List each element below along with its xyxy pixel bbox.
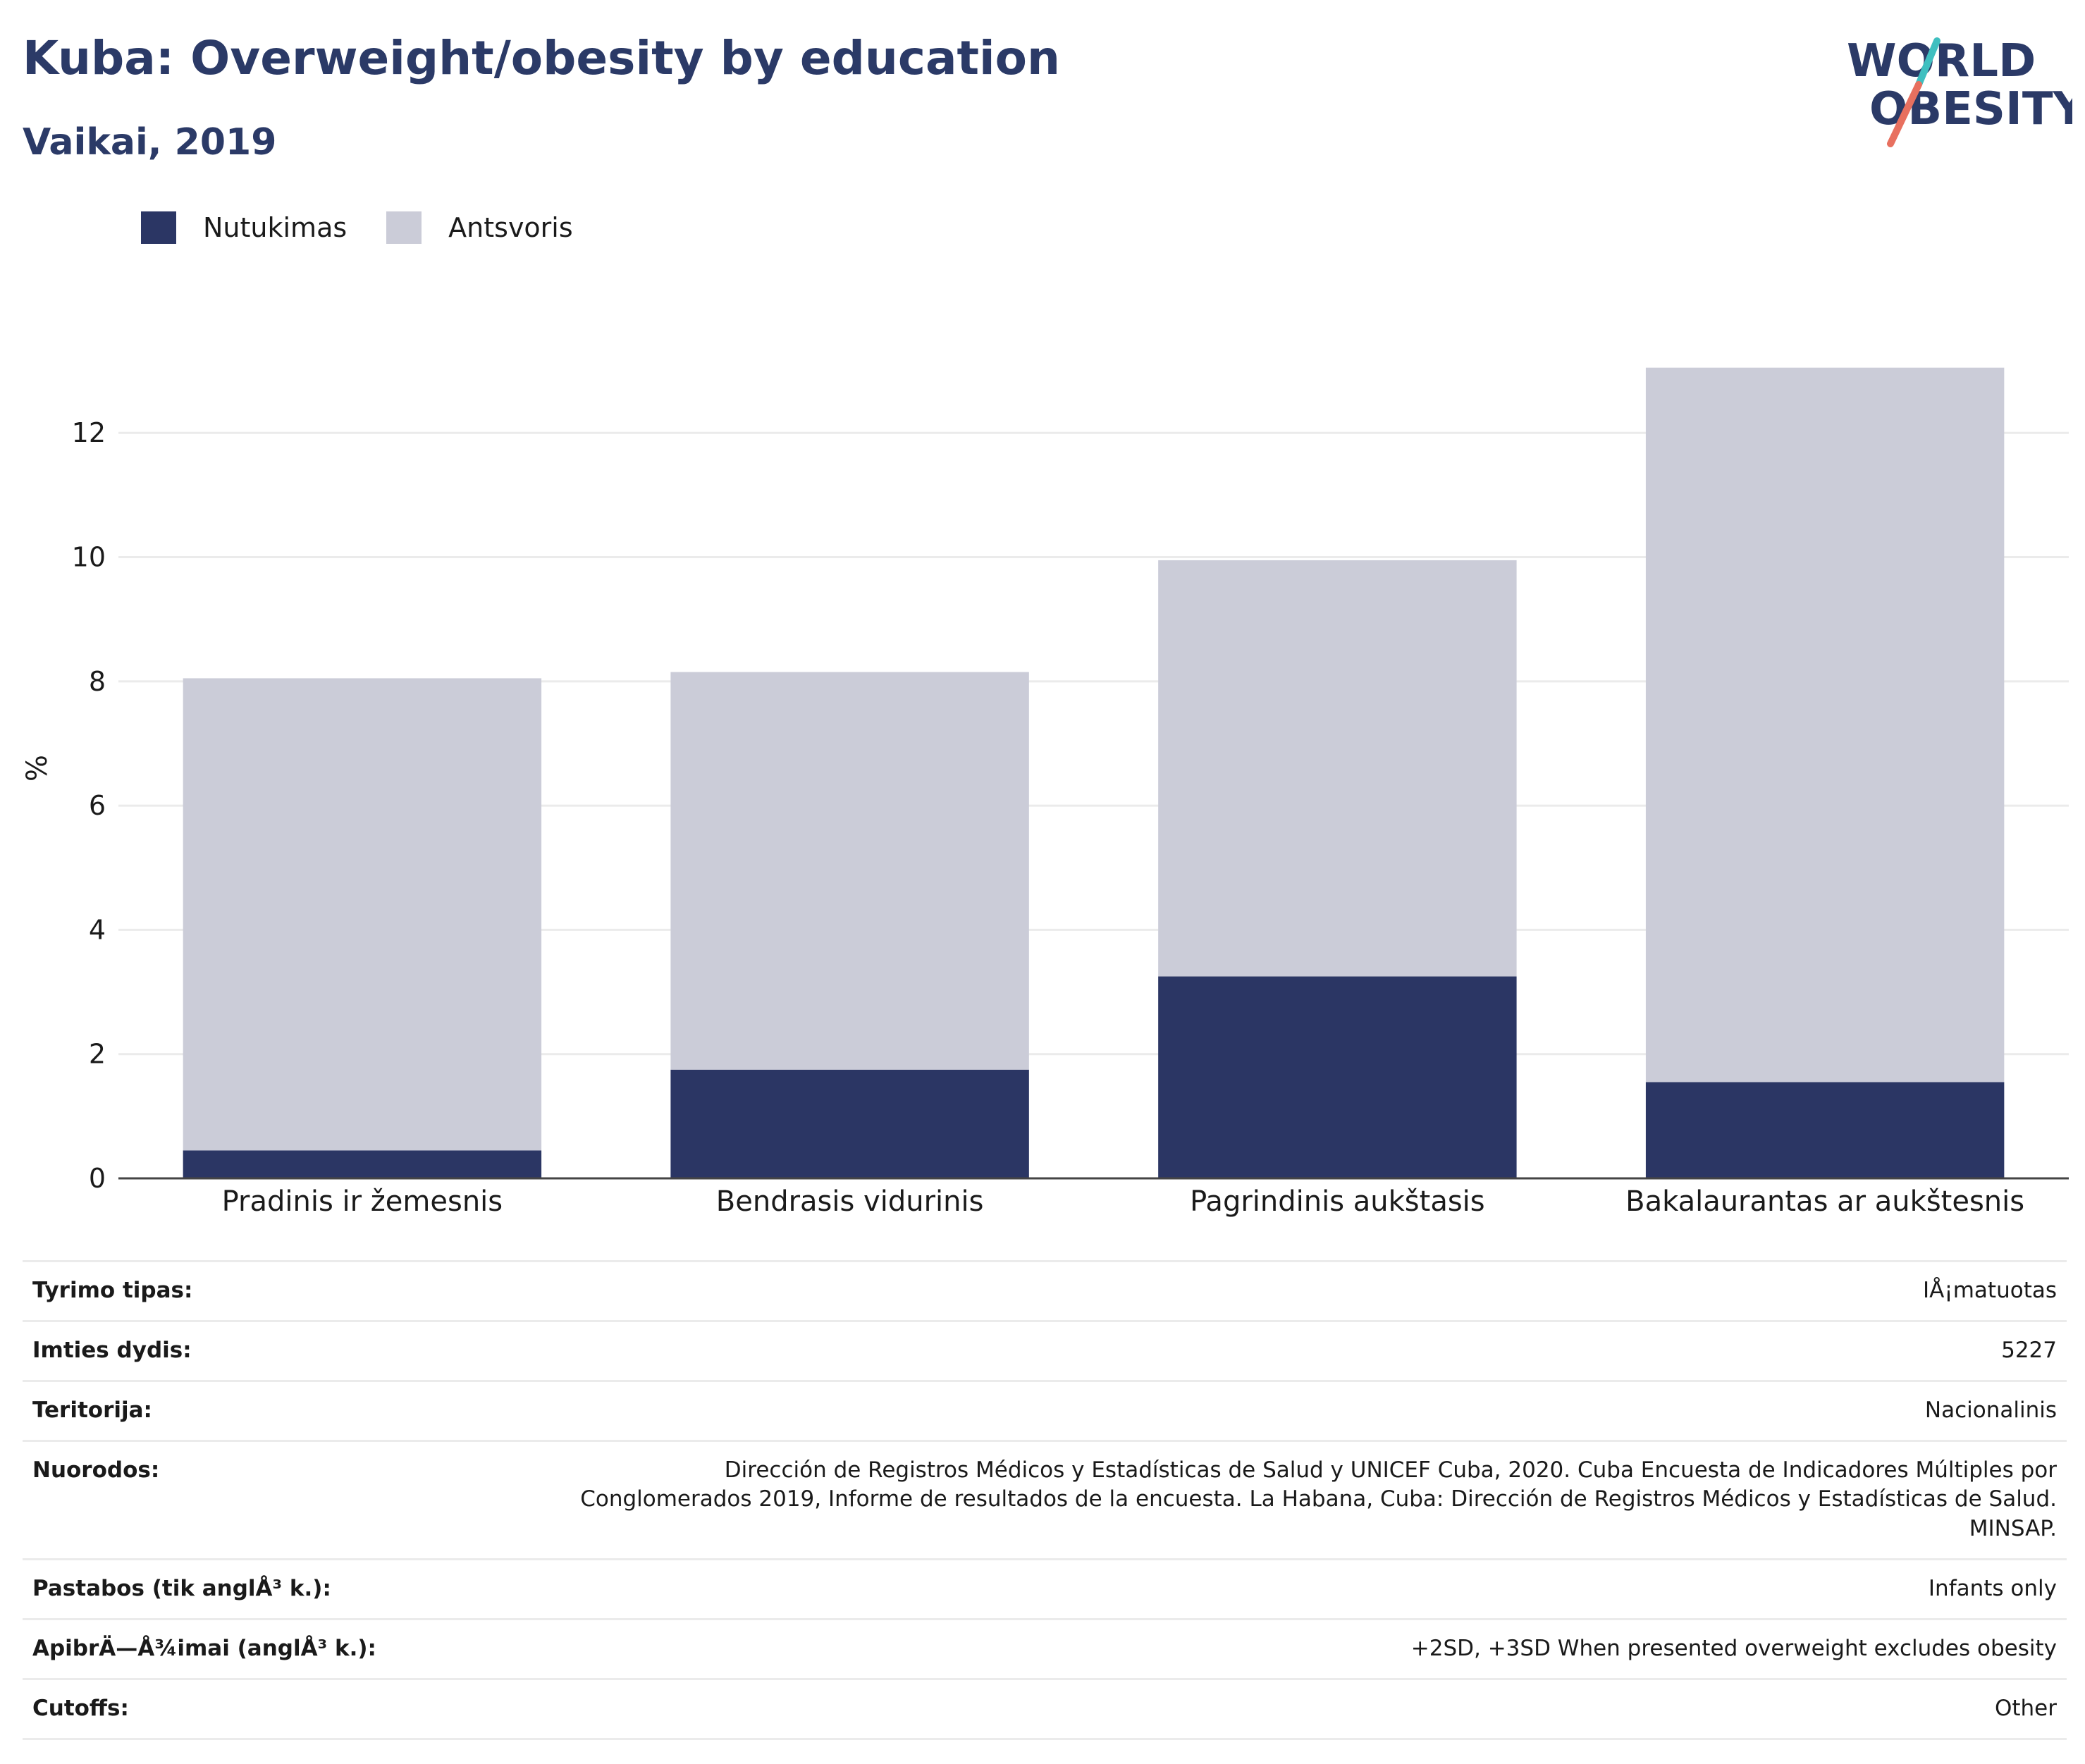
legend-item-overweight: Antsvoris [386, 211, 573, 244]
bar-segment-overweight [1158, 560, 1517, 977]
legend-label-obesity: Nutukimas [203, 212, 348, 243]
chart-subtitle: Vaikai, 2019 [23, 121, 277, 164]
legend-swatch-obesity [141, 211, 176, 244]
legend-swatch-overweight [386, 211, 422, 244]
metadata-value: Dirección de Registros Médicos y Estadís… [550, 1441, 2067, 1561]
metadata-value: Infants only [550, 1559, 2067, 1620]
y-tick-label: 0 [89, 1163, 106, 1194]
world-obesity-logo: WORLD OBESITY [1847, 35, 2072, 147]
y-axis-label: % [21, 755, 54, 782]
metadata-row: Imties dydis: 5227 [23, 1321, 2067, 1382]
x-tick-label: Pradinis ir žemesnis [222, 1185, 503, 1218]
x-tick-label: Bakalaurantas ar aukštesnis [1625, 1185, 2024, 1218]
legend-item-obesity: Nutukimas [141, 211, 347, 244]
metadata-value: Nacionalinis [550, 1381, 2067, 1442]
y-tick-label: 4 [89, 914, 106, 945]
logo-word-world: WORLD [1847, 35, 2036, 87]
logo-slash-teal [1915, 37, 1941, 88]
bar-segment-overweight [670, 672, 1029, 1070]
metadata-label: Nuorodos: [23, 1441, 550, 1561]
metadata-table: Tyrimo tipas: IÅ¡matuotas Imties dydis: 522… [23, 1260, 2067, 1740]
metadata-row: Pastabos (tik anglÅ³ k.): Infants only [23, 1559, 2067, 1620]
y-tick-label: 6 [89, 790, 106, 821]
metadata-value: Other [550, 1679, 2067, 1740]
metadata-label: Teritorija: [23, 1381, 550, 1442]
bar-segment-overweight [1645, 367, 2005, 1083]
y-tick-labels: 0 2 4 6 8 10 12 [72, 417, 106, 1194]
metadata-label: Imties dydis: [23, 1321, 550, 1382]
metadata-row: Cutoffs: Other [23, 1679, 2067, 1740]
bar-segment-obesity [670, 1069, 1029, 1178]
metadata-label: ApibrÄ—Å¾imai (anglÅ³ k.): [23, 1619, 550, 1680]
bar-segment-obesity [1158, 976, 1517, 1178]
metadata-label: Cutoffs: [23, 1679, 550, 1740]
y-tick-label: 2 [89, 1039, 106, 1070]
legend: Nutukimas Antsvoris [141, 211, 613, 244]
metadata-label: Pastabos (tik anglÅ³ k.): [23, 1559, 550, 1620]
bar-segment-obesity [183, 1150, 542, 1178]
metadata-value: +2SD, +3SD When presented overweight exc… [550, 1619, 2067, 1680]
y-tick-label: 10 [72, 542, 106, 573]
bars [183, 367, 2005, 1178]
chart-title: Kuba: Overweight/obesity by education [23, 31, 1061, 85]
x-tick-label: Bendrasis vidurinis [716, 1185, 984, 1218]
metadata-row: ApibrÄ—Å¾imai (anglÅ³ k.): +2SD, +3SD Whe… [23, 1619, 2067, 1680]
bar-chart: 0 2 4 6 8 10 12 Pradinis ir žemesnis Bendrasis … [21, 367, 2069, 1218]
logo-slash-coral [1887, 81, 1922, 147]
metadata-label: Tyrimo tipas: [23, 1260, 550, 1322]
legend-label-overweight: Antsvoris [448, 212, 573, 243]
y-tick-label: 12 [72, 417, 106, 448]
bar-segment-obesity [1645, 1082, 2005, 1178]
y-tick-label: 8 [89, 666, 106, 697]
metadata-value: IÅ¡matuotas [550, 1260, 2067, 1322]
metadata-value: 5227 [550, 1321, 2067, 1382]
metadata-row: Teritorija: Nacionalinis [23, 1381, 2067, 1442]
metadata-row: Nuorodos: Dirección de Registros Médicos … [23, 1441, 2067, 1561]
x-tick-label: Pagrindinis aukštasis [1190, 1185, 1485, 1218]
metadata-row: Tyrimo tipas: IÅ¡matuotas [23, 1260, 2067, 1322]
bar-segment-overweight [183, 678, 542, 1151]
x-tick-labels: Pradinis ir žemesnis Bendrasis vidurinis P… [222, 1185, 2024, 1218]
